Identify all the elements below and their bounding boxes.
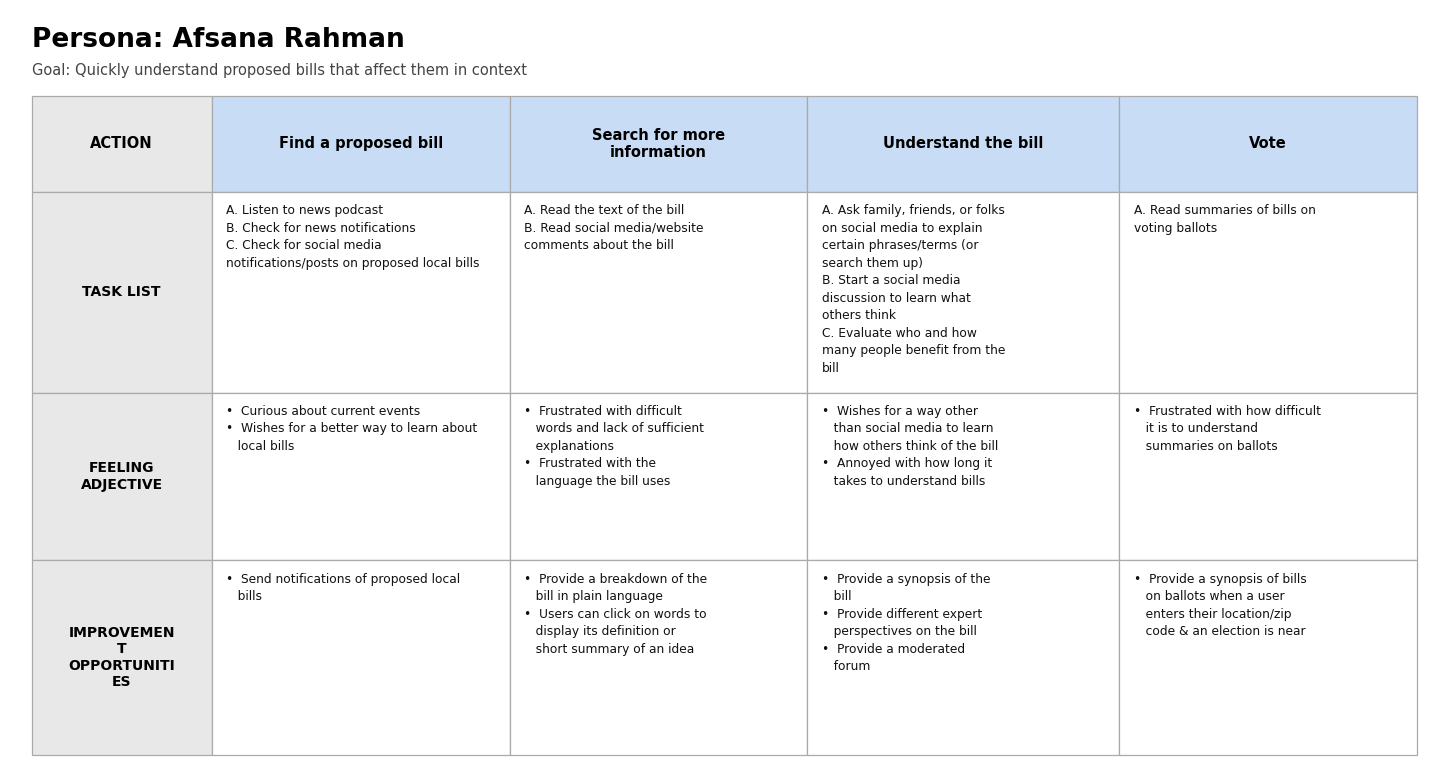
Text: •  Frustrated with difficult
   words and lack of sufficient
   explanations
•  : • Frustrated with difficult words and la… <box>524 405 704 488</box>
Bar <box>808 192 1119 393</box>
Text: •  Wishes for a way other
   than social media to learn
   how others think of t: • Wishes for a way other than social med… <box>822 405 998 488</box>
Text: A. Ask family, friends, or folks
on social media to explain
certain phrases/term: A. Ask family, friends, or folks on soci… <box>822 204 1005 374</box>
Bar <box>212 192 510 393</box>
Text: •  Provide a synopsis of the
   bill
•  Provide different expert
   perspectives: • Provide a synopsis of the bill • Provi… <box>822 573 991 673</box>
Bar <box>808 96 1119 192</box>
Text: •  Frustrated with how difficult
   it is to understand
   summaries on ballots: • Frustrated with how difficult it is to… <box>1133 405 1320 453</box>
Bar <box>212 96 510 192</box>
Text: •  Provide a breakdown of the
   bill in plain language
•  Users can click on wo: • Provide a breakdown of the bill in pla… <box>524 573 707 656</box>
Text: TASK LIST: TASK LIST <box>82 285 161 299</box>
Bar <box>32 561 212 755</box>
Bar <box>212 561 510 755</box>
Text: A. Read the text of the bill
B. Read social media/website
comments about the bil: A. Read the text of the bill B. Read soc… <box>524 204 704 252</box>
Text: Vote: Vote <box>1248 136 1287 152</box>
Text: FEELING
ADJECTIVE: FEELING ADJECTIVE <box>81 461 163 491</box>
Text: •  Curious about current events
•  Wishes for a better way to learn about
   loc: • Curious about current events • Wishes … <box>226 405 478 453</box>
Text: Persona: Afsana Rahman: Persona: Afsana Rahman <box>32 27 405 53</box>
Bar <box>32 96 212 192</box>
Bar <box>32 192 212 393</box>
Bar <box>510 393 808 561</box>
Text: Search for more
information: Search for more information <box>592 128 726 160</box>
Text: IMPROVEMEN
T
OPPORTUNITI
ES: IMPROVEMEN T OPPORTUNITI ES <box>68 626 176 689</box>
Bar <box>212 393 510 561</box>
Bar <box>1119 96 1417 192</box>
Text: ACTION: ACTION <box>91 136 153 152</box>
Bar <box>510 561 808 755</box>
Bar <box>1119 561 1417 755</box>
Text: •  Send notifications of proposed local
   bills: • Send notifications of proposed local b… <box>226 573 461 603</box>
Bar <box>808 393 1119 561</box>
Bar <box>1119 393 1417 561</box>
Text: A. Listen to news podcast
B. Check for news notifications
C. Check for social me: A. Listen to news podcast B. Check for n… <box>226 204 480 270</box>
Text: Goal: Quickly understand proposed bills that affect them in context: Goal: Quickly understand proposed bills … <box>32 63 527 78</box>
Bar <box>510 96 808 192</box>
Bar <box>808 561 1119 755</box>
Bar <box>1119 192 1417 393</box>
Bar <box>32 393 212 561</box>
Bar <box>510 192 808 393</box>
Text: •  Provide a synopsis of bills
   on ballots when a user
   enters their locatio: • Provide a synopsis of bills on ballots… <box>1133 573 1306 638</box>
Text: Understand the bill: Understand the bill <box>883 136 1044 152</box>
Text: A. Read summaries of bills on
voting ballots: A. Read summaries of bills on voting bal… <box>1133 204 1315 235</box>
Text: Find a proposed bill: Find a proposed bill <box>278 136 444 152</box>
